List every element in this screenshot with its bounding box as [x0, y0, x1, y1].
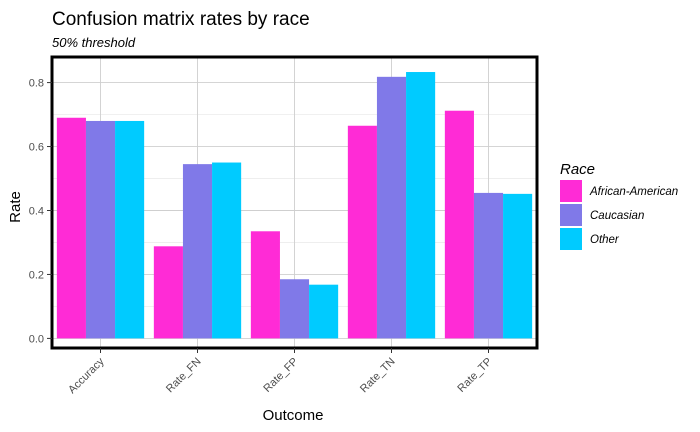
bar-rate-fp-other [309, 284, 339, 339]
x-tick-label: Rate_TN [358, 356, 398, 396]
legend-swatch [560, 180, 582, 202]
bar-rate-tn-african-american [347, 125, 377, 339]
legend-label: African-American [589, 186, 678, 198]
x-tick-label: Rate_TP [455, 356, 494, 395]
x-tick-label: Accuracy [66, 355, 107, 396]
bar-rate-tp-african-american [444, 110, 474, 339]
bar-accuracy-african-american [56, 117, 86, 339]
legend-swatch [560, 204, 582, 226]
x-tick-label: Rate_FN [164, 356, 204, 396]
legend-label: Other [590, 234, 620, 246]
x-tick-label: Rate_FP [261, 356, 300, 395]
legend: Race African-American Caucasian Other [560, 161, 678, 250]
x-axis-label: Outcome [263, 407, 324, 424]
bar-rate-fn-caucasian [182, 164, 213, 339]
y-tick-label: 0.8 [29, 78, 44, 90]
bars [56, 72, 533, 339]
bar-rate-tn-other [406, 72, 436, 339]
legend-title: Race [560, 161, 595, 178]
bar-accuracy-other [115, 120, 145, 339]
bar-rate-tp-other [503, 193, 533, 339]
legend-label: Caucasian [590, 210, 644, 222]
chart-title: Confusion matrix rates by race [52, 9, 310, 30]
bar-rate-tp-caucasian [473, 192, 504, 339]
bar-accuracy-caucasian [85, 120, 116, 339]
y-tick-label: 0.4 [29, 205, 44, 217]
y-axis-label: Rate [7, 191, 24, 223]
y-axis-ticks: 0.0 0.2 0.4 0.6 0.8 [29, 78, 52, 345]
bar-rate-fn-african-american [153, 246, 183, 339]
x-axis-ticks: Accuracy Rate_FN Rate_FP Rate_TN Rate_TP [66, 348, 495, 396]
y-tick-label: 0.2 [29, 269, 44, 281]
chart-subtitle: 50% threshold [52, 35, 136, 50]
y-tick-label: 0.0 [29, 333, 44, 345]
bar-rate-fp-caucasian [279, 279, 310, 339]
bar-rate-tn-caucasian [376, 76, 407, 339]
bar-rate-fn-other [212, 162, 242, 339]
y-tick-label: 0.6 [29, 142, 44, 154]
legend-swatch [560, 228, 582, 250]
bar-rate-fp-african-american [250, 231, 280, 339]
